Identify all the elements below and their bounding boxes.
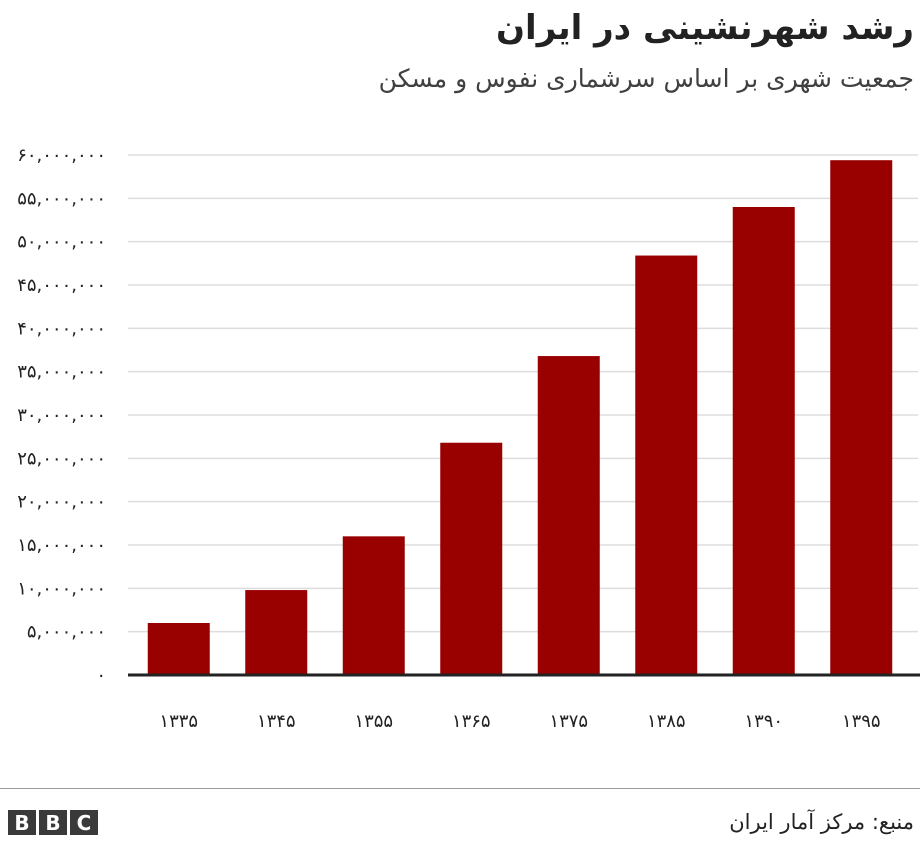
- y-tick-label: ۲۰,۰۰۰,۰۰۰: [17, 492, 106, 513]
- chart-title: رشد شهرنشینی در ایران: [496, 8, 914, 48]
- y-tick-label: ۵۰,۰۰۰,۰۰۰: [17, 232, 106, 253]
- bar: [635, 255, 698, 676]
- x-tick-label: ۱۳۸۵: [647, 711, 686, 732]
- y-tick-label: ۴۰,۰۰۰,۰۰۰: [17, 318, 106, 339]
- x-tick-label: ۱۳۷۵: [549, 711, 588, 732]
- x-tick-label: ۱۳۴۵: [257, 711, 296, 732]
- y-tick-label: ۳۰,۰۰۰,۰۰۰: [17, 405, 106, 426]
- y-tick-label: ۱۰,۰۰۰,۰۰۰: [17, 578, 106, 599]
- x-tick-label: ۱۳۹۵: [842, 711, 881, 732]
- logo-letter: C: [70, 810, 98, 835]
- y-tick-label: ۳۵,۰۰۰,۰۰۰: [17, 362, 106, 383]
- y-tick-label: ۶۰,۰۰۰,۰۰۰: [17, 145, 106, 166]
- y-tick-label: ۱۵,۰۰۰,۰۰۰: [17, 535, 106, 556]
- footer-divider: [0, 788, 920, 789]
- bar: [147, 623, 210, 675]
- logo-letter: B: [39, 810, 67, 835]
- x-tick-label: ۱۳۵۵: [354, 711, 393, 732]
- chart-subtitle: جمعیت شهری بر اساس سرشماری نفوس و مسکن: [378, 64, 914, 93]
- bbc-logo: B B C: [8, 810, 98, 835]
- source-text: منبع: مرکز آمار ایران: [729, 810, 914, 834]
- bar: [342, 536, 405, 675]
- y-tick-label: ۰: [96, 665, 106, 686]
- bar: [732, 207, 795, 675]
- y-tick-label: ۴۵,۰۰۰,۰۰۰: [17, 275, 106, 296]
- x-tick-label: ۱۳۹۰: [744, 711, 783, 732]
- bar-chart: ۰ ۵,۰۰۰,۰۰۰ ۱۰,۰۰۰,۰۰۰ ۱۵,۰۰۰,۰۰۰ ۲۰,۰۰۰,۰۰۰…: [17, 145, 920, 732]
- bar: [537, 356, 600, 675]
- bar: [440, 442, 503, 675]
- x-tick-label: ۱۳۳۵: [159, 711, 198, 732]
- bar: [245, 590, 308, 675]
- x-tick-label: ۱۳۶۵: [452, 711, 491, 732]
- bar: [830, 160, 893, 675]
- y-tick-label: ۵,۰۰۰,۰۰۰: [27, 622, 106, 643]
- logo-letter: B: [8, 810, 36, 835]
- y-tick-label: ۵۵,۰۰۰,۰۰۰: [17, 188, 106, 209]
- y-tick-label: ۲۵,۰۰۰,۰۰۰: [17, 448, 106, 469]
